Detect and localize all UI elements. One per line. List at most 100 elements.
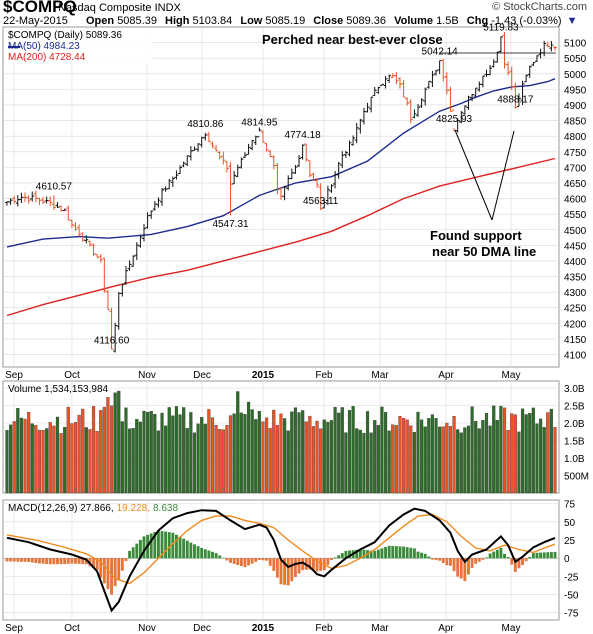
- x-tick-label: Dec: [193, 623, 211, 634]
- volume-bar: [297, 412, 301, 494]
- macd-hist-bar: [434, 558, 438, 561]
- volume-bar: [45, 428, 49, 494]
- macd-hist-bar: [203, 549, 207, 559]
- x-tick-label: Nov: [138, 370, 156, 381]
- volume-bar: [452, 416, 456, 494]
- macd-hist-bar: [528, 556, 532, 559]
- volume-bar: [369, 432, 373, 494]
- price-label: 4888.17: [497, 95, 534, 106]
- volume-bar: [286, 430, 290, 494]
- macd-hist-bar: [149, 533, 153, 559]
- price-label: 4610.57: [36, 181, 73, 192]
- macd-ytick-label: 25: [564, 536, 576, 547]
- volume-bar: [340, 407, 344, 494]
- volume-bar: [542, 427, 546, 494]
- volume-bar: [445, 422, 449, 494]
- x-tick-label: Oct: [64, 623, 80, 634]
- volume-bars: [5, 390, 557, 494]
- chg-value: -1.43 (-0.03%): [491, 15, 562, 27]
- macd-hist-bar: [120, 558, 124, 571]
- macd-hist-bar: [517, 558, 521, 569]
- volume-bar: [510, 413, 514, 494]
- volume-bar: [293, 407, 298, 494]
- x-tick-label: Nov: [138, 623, 156, 634]
- volume-bar: [423, 426, 427, 494]
- macd-legend-hist: 8.638: [153, 503, 178, 514]
- x-tick-label: Feb: [315, 623, 333, 634]
- price-label: 4563.11: [303, 196, 339, 207]
- volume-bar: [124, 407, 128, 494]
- macd-hist-bar: [92, 558, 95, 569]
- volume-bar: [430, 414, 435, 494]
- volume-bar: [495, 419, 499, 494]
- x-tick-label: Feb: [315, 370, 333, 381]
- macd-hist-bar: [283, 558, 287, 585]
- macd-hist-bar: [539, 552, 543, 559]
- volume-bar: [225, 425, 229, 494]
- price-label: 5119.83: [483, 22, 519, 33]
- price-ytick-label: 4600: [564, 195, 587, 206]
- x-tick-label: May: [502, 370, 521, 381]
- macd-hist-bar: [254, 558, 258, 562]
- volume-bar: [261, 421, 265, 494]
- volume-value: 1.5B: [436, 15, 459, 27]
- price-label: 4116.60: [94, 335, 130, 346]
- x-tick-label: Oct: [64, 370, 80, 381]
- macd-hist-bar: [110, 558, 113, 595]
- price-ytick-label: 4350: [564, 273, 587, 284]
- volume-bar: [405, 419, 409, 494]
- macd-hist-bar: [358, 549, 362, 559]
- price-ytick-label: 4850: [564, 117, 587, 128]
- volume-bar: [5, 429, 9, 494]
- volume-bar: [142, 410, 146, 494]
- volume-bar: [84, 427, 88, 494]
- volume-bar: [524, 414, 528, 494]
- volume-bar: [420, 419, 424, 494]
- macd-hist-bar: [5, 558, 9, 562]
- volume-bar: [434, 418, 438, 494]
- macd-hist-bar: [178, 536, 182, 559]
- macd-hist-bar: [445, 558, 449, 566]
- macd-hist-bar: [164, 531, 168, 559]
- volume-bar: [99, 410, 103, 494]
- macd-hist-bar: [200, 548, 204, 559]
- macd-hist-bar: [214, 553, 218, 559]
- macd-hist-bar: [441, 558, 445, 563]
- volume-bar: [470, 406, 474, 494]
- x-tick-label: Mar: [371, 623, 389, 634]
- volume-bar: [12, 421, 16, 494]
- macd-hist-bar: [279, 558, 283, 585]
- macd-hist-bar: [142, 536, 146, 559]
- volume-bar: [549, 408, 553, 494]
- price-ytick-label: 4100: [564, 351, 587, 362]
- macd-hist-bar: [459, 558, 463, 579]
- volume-bar: [358, 429, 362, 494]
- volume-bar: [63, 426, 67, 494]
- price-label: 4547.31: [212, 219, 249, 230]
- volume-bar: [77, 414, 81, 494]
- macd-hist-bar: [362, 549, 366, 559]
- price-label: 4825.93: [436, 114, 473, 125]
- macd-hist-bar: [312, 558, 315, 571]
- volume-bar: [351, 406, 355, 494]
- open-value: 5085.39: [117, 15, 157, 27]
- volume-bar: [59, 433, 63, 494]
- support-arrow-2: [491, 130, 515, 221]
- macd-hist-bar: [301, 558, 305, 571]
- volume-bar: [66, 406, 70, 494]
- volume-bar: [416, 411, 420, 494]
- ma50-line: [6, 78, 556, 248]
- volume-ytick-label: 500M: [564, 472, 589, 483]
- macd-hist-bar: [117, 558, 121, 581]
- macd-hist-bar: [189, 542, 193, 559]
- volume-bar: [517, 431, 521, 494]
- macd-hist-bar: [63, 558, 67, 565]
- volume-bar: [203, 423, 207, 494]
- price-ytick-label: 4550: [564, 210, 587, 221]
- macd-hist-bar: [84, 558, 88, 565]
- price-label: 5042.14: [422, 47, 459, 58]
- chg-label: Chg: [466, 15, 489, 27]
- macd-ytick-label: -75: [564, 609, 579, 620]
- macd-hist-bar: [470, 558, 474, 568]
- macd-hist-bar: [193, 544, 196, 559]
